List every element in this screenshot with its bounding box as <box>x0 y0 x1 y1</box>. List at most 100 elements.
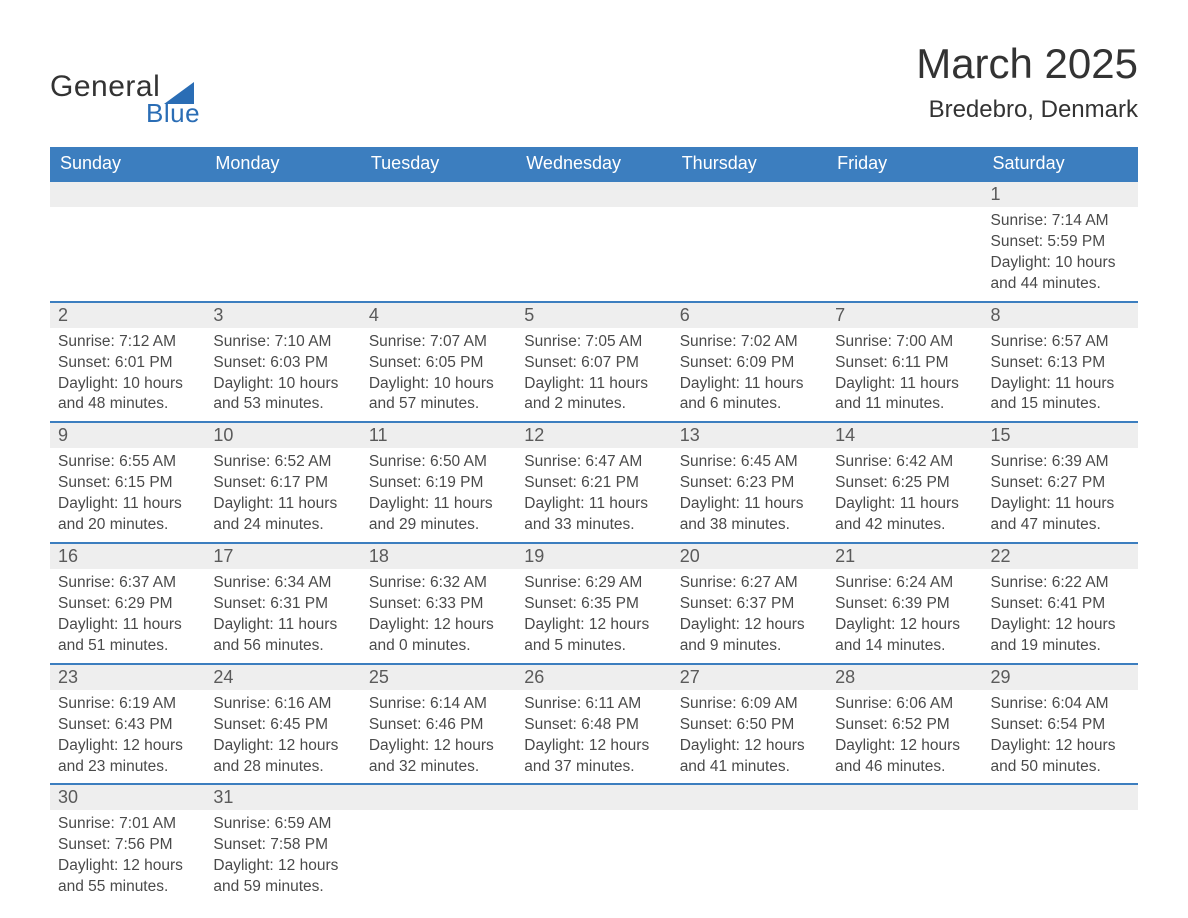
day-detail-cell: Sunrise: 7:02 AMSunset: 6:09 PMDaylight:… <box>672 328 827 423</box>
day-day2: and 46 minutes. <box>835 757 974 778</box>
day-detail-cell <box>205 207 360 302</box>
week-daynum-row: 16171819202122 <box>50 543 1138 569</box>
day-day1: Daylight: 12 hours <box>524 615 663 636</box>
day-day1: Daylight: 12 hours <box>58 856 197 877</box>
day-number-cell: 4 <box>361 302 516 328</box>
day-day2: and 2 minutes. <box>524 394 663 415</box>
day-number-cell: 10 <box>205 422 360 448</box>
day-detail-cell: Sunrise: 6:52 AMSunset: 6:17 PMDaylight:… <box>205 448 360 543</box>
logo-text-main: General <box>50 70 160 104</box>
day-number-cell <box>361 784 516 810</box>
day-number-cell: 1 <box>983 182 1138 207</box>
day-detail-cell: Sunrise: 6:39 AMSunset: 6:27 PMDaylight:… <box>983 448 1138 543</box>
day-sunrise: Sunrise: 6:45 AM <box>680 452 819 473</box>
day-sunrise: Sunrise: 7:01 AM <box>58 814 197 835</box>
day-sunrise: Sunrise: 7:02 AM <box>680 332 819 353</box>
day-sunset: Sunset: 6:41 PM <box>991 594 1130 615</box>
day-day2: and 24 minutes. <box>213 515 352 536</box>
day-sunrise: Sunrise: 6:29 AM <box>524 573 663 594</box>
day-day2: and 47 minutes. <box>991 515 1130 536</box>
day-number-cell: 16 <box>50 543 205 569</box>
day-day1: Daylight: 12 hours <box>835 736 974 757</box>
day-sunset: Sunset: 6:39 PM <box>835 594 974 615</box>
day-detail-cell <box>516 207 671 302</box>
day-day1: Daylight: 12 hours <box>369 615 508 636</box>
day-day1: Daylight: 11 hours <box>58 615 197 636</box>
day-number-cell: 24 <box>205 664 360 690</box>
day-sunrise: Sunrise: 7:14 AM <box>991 211 1130 232</box>
page-subtitle: Bredebro, Denmark <box>916 96 1138 124</box>
day-sunset: Sunset: 6:54 PM <box>991 715 1130 736</box>
day-detail-cell: Sunrise: 6:16 AMSunset: 6:45 PMDaylight:… <box>205 690 360 785</box>
day-number-cell: 2 <box>50 302 205 328</box>
day-sunrise: Sunrise: 6:37 AM <box>58 573 197 594</box>
week-daynum-row: 3031 <box>50 784 1138 810</box>
day-number-cell: 17 <box>205 543 360 569</box>
day-sunrise: Sunrise: 6:50 AM <box>369 452 508 473</box>
title-block: March 2025 Bredebro, Denmark <box>916 40 1138 124</box>
day-detail-cell: Sunrise: 6:06 AMSunset: 6:52 PMDaylight:… <box>827 690 982 785</box>
header: General Blue March 2025 Bredebro, Denmar… <box>50 40 1138 129</box>
day-day1: Daylight: 11 hours <box>680 494 819 515</box>
day-number-cell: 14 <box>827 422 982 448</box>
day-sunset: Sunset: 6:37 PM <box>680 594 819 615</box>
week-daynum-row: 1 <box>50 182 1138 207</box>
day-number-cell: 29 <box>983 664 1138 690</box>
day-day2: and 55 minutes. <box>58 877 197 898</box>
day-day2: and 56 minutes. <box>213 636 352 657</box>
day-number-cell <box>205 182 360 207</box>
day-sunset: Sunset: 6:11 PM <box>835 353 974 374</box>
day-detail-cell: Sunrise: 6:47 AMSunset: 6:21 PMDaylight:… <box>516 448 671 543</box>
day-number-cell: 27 <box>672 664 827 690</box>
day-detail-cell: Sunrise: 6:29 AMSunset: 6:35 PMDaylight:… <box>516 569 671 664</box>
day-sunrise: Sunrise: 6:59 AM <box>213 814 352 835</box>
day-sunrise: Sunrise: 6:04 AM <box>991 694 1130 715</box>
day-day2: and 19 minutes. <box>991 636 1130 657</box>
day-detail-cell: Sunrise: 7:14 AMSunset: 5:59 PMDaylight:… <box>983 207 1138 302</box>
day-sunset: Sunset: 6:43 PM <box>58 715 197 736</box>
day-day2: and 23 minutes. <box>58 757 197 778</box>
day-number-cell: 9 <box>50 422 205 448</box>
page-title: March 2025 <box>916 40 1138 88</box>
day-number-cell: 23 <box>50 664 205 690</box>
day-number-cell <box>672 182 827 207</box>
day-sunset: Sunset: 6:50 PM <box>680 715 819 736</box>
day-sunset: Sunset: 6:09 PM <box>680 353 819 374</box>
day-sunrise: Sunrise: 6:52 AM <box>213 452 352 473</box>
day-detail-cell: Sunrise: 6:27 AMSunset: 6:37 PMDaylight:… <box>672 569 827 664</box>
day-number-cell: 22 <box>983 543 1138 569</box>
day-day1: Daylight: 11 hours <box>835 494 974 515</box>
day-number-cell <box>516 182 671 207</box>
day-day1: Daylight: 10 hours <box>369 374 508 395</box>
day-sunset: Sunset: 6:45 PM <box>213 715 352 736</box>
day-sunset: Sunset: 6:23 PM <box>680 473 819 494</box>
day-sunset: Sunset: 6:03 PM <box>213 353 352 374</box>
day-sunrise: Sunrise: 7:07 AM <box>369 332 508 353</box>
day-detail-cell <box>361 207 516 302</box>
day-day1: Daylight: 11 hours <box>991 494 1130 515</box>
day-sunset: Sunset: 5:59 PM <box>991 232 1130 253</box>
day-detail-cell: Sunrise: 7:01 AMSunset: 7:56 PMDaylight:… <box>50 810 205 904</box>
day-detail-cell: Sunrise: 6:37 AMSunset: 6:29 PMDaylight:… <box>50 569 205 664</box>
day-day2: and 50 minutes. <box>991 757 1130 778</box>
day-day2: and 38 minutes. <box>680 515 819 536</box>
day-day1: Daylight: 12 hours <box>680 615 819 636</box>
day-number-cell <box>516 784 671 810</box>
day-sunrise: Sunrise: 6:16 AM <box>213 694 352 715</box>
day-day1: Daylight: 11 hours <box>524 494 663 515</box>
day-sunrise: Sunrise: 7:05 AM <box>524 332 663 353</box>
day-day2: and 15 minutes. <box>991 394 1130 415</box>
week-detail-row: Sunrise: 6:55 AMSunset: 6:15 PMDaylight:… <box>50 448 1138 543</box>
day-sunset: Sunset: 6:13 PM <box>991 353 1130 374</box>
day-detail-cell: Sunrise: 7:12 AMSunset: 6:01 PMDaylight:… <box>50 328 205 423</box>
week-detail-row: Sunrise: 7:12 AMSunset: 6:01 PMDaylight:… <box>50 328 1138 423</box>
day-header-sat: Saturday <box>983 147 1138 182</box>
day-sunrise: Sunrise: 6:34 AM <box>213 573 352 594</box>
day-day2: and 20 minutes. <box>58 515 197 536</box>
day-number-cell: 11 <box>361 422 516 448</box>
day-detail-cell: Sunrise: 6:45 AMSunset: 6:23 PMDaylight:… <box>672 448 827 543</box>
day-sunrise: Sunrise: 6:24 AM <box>835 573 974 594</box>
day-day1: Daylight: 11 hours <box>213 494 352 515</box>
day-detail-cell: Sunrise: 6:14 AMSunset: 6:46 PMDaylight:… <box>361 690 516 785</box>
day-sunset: Sunset: 6:33 PM <box>369 594 508 615</box>
